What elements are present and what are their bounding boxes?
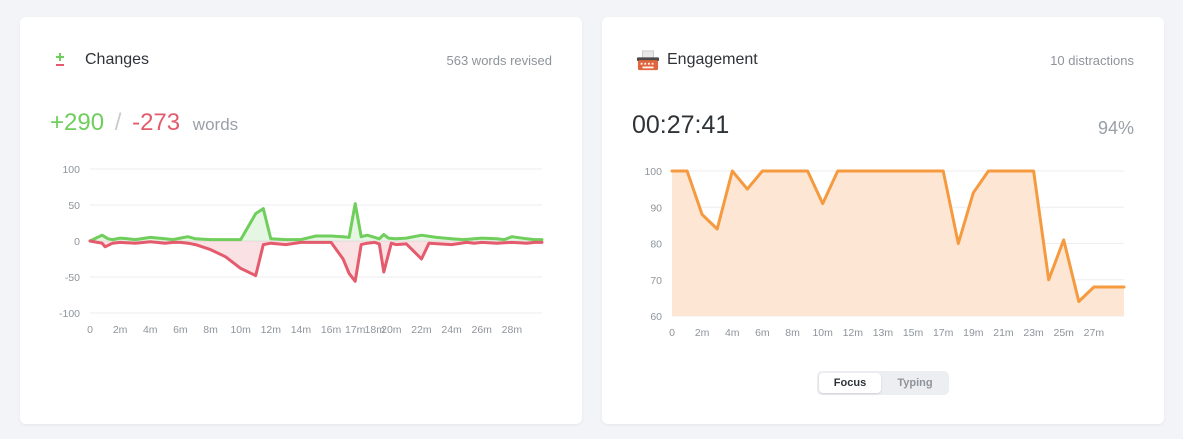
changes-y-tick-label: -100 [59, 308, 80, 320]
engagement-x-tick-label: 13m [873, 327, 894, 339]
changes-x-tick-label: 16m [321, 324, 342, 336]
engagement-y-tick-label: 100 [644, 166, 662, 178]
changes-y-tick-label: 100 [62, 164, 80, 176]
changes-x-tick-label: 4m [143, 324, 158, 336]
words-removed: -273 [132, 109, 181, 136]
changes-x-tick-label: 2m [113, 324, 128, 336]
engagement-chart: 100 90 80 70 60 0 2m 4m 6m 8m 10m 12m 13m 15m 17m 19m 21… [644, 166, 1126, 339]
summary-separator: / [114, 109, 122, 136]
changes-x-tick-label: 22m [411, 324, 432, 336]
words-revised-label: 563 words revised [446, 53, 553, 68]
engagement-x-tick-label: 19m [963, 327, 984, 339]
changes-y-tick-label: 0 [74, 236, 80, 248]
words-unit: words [192, 115, 239, 134]
engagement-x-tick-label: 10m [812, 327, 833, 339]
changes-x-tick-label: 28m [502, 324, 523, 336]
chart-mode-toggle: Focus Typing [817, 371, 949, 395]
distractions-label: 10 distractions [1050, 53, 1134, 68]
engagement-x-tick-label: 21m [993, 327, 1014, 339]
changes-x-tick-label: 0 [87, 324, 93, 336]
engagement-percent: 94% [1097, 118, 1134, 138]
removed-series-line [88, 239, 544, 283]
engagement-x-tick-label: 17m [933, 327, 954, 339]
typewriter-icon [637, 50, 659, 71]
word-change-summary: +290 / -273 words [50, 109, 238, 137]
changes-x-tick-label: 18m [365, 324, 386, 336]
added-series-line [88, 202, 544, 243]
changes-x-tick-label: 26m [472, 324, 493, 336]
engagement-x-tick-label: 4m [725, 327, 740, 339]
changes-x-tick-label: 12m [261, 324, 282, 336]
engagement-x-tick-label: 15m [903, 327, 924, 339]
changes-y-tick-label: -50 [65, 272, 80, 284]
engagement-x-tick-label: 6m [755, 327, 770, 339]
engagement-x-tick-label: 2m [695, 327, 710, 339]
changes-x-tick-label: 17m [345, 324, 366, 336]
changes-x-tick-label: 20m [381, 324, 402, 336]
changes-x-tick-label: 6m [173, 324, 188, 336]
engagement-x-tick-label: 8m [785, 327, 800, 339]
engagement-y-tick-label: 60 [650, 311, 662, 323]
engagement-y-tick-label: 90 [650, 202, 662, 214]
engagement-x-tick-label: 25m [1054, 327, 1075, 339]
changes-card: Changes 563 words revised +290 / -273 wo… [20, 17, 582, 424]
engagement-series-area [672, 171, 1124, 316]
changes-x-tick-label: 8m [203, 324, 218, 336]
changes-y-tick-label: 50 [68, 200, 80, 212]
changes-x-tick-label: 24m [441, 324, 462, 336]
engagement-title: Engagement [667, 51, 758, 68]
engagement-card: Engagement 10 distractions 00:27:41 94% … [602, 17, 1164, 424]
focus-toggle-button[interactable]: Focus [819, 373, 881, 393]
engagement-series-line [670, 169, 1126, 303]
changes-x-tick-label: 14m [291, 324, 312, 336]
engagement-y-tick-label: 80 [650, 239, 662, 251]
engagement-x-tick-label: 12m [843, 327, 864, 339]
changes-title: Changes [85, 51, 150, 68]
engagement-x-tick-label: 23m [1023, 327, 1044, 339]
typing-toggle-button[interactable]: Typing [897, 377, 933, 389]
changes-x-tick-label: 10m [230, 324, 251, 336]
removed-series-area [90, 241, 542, 282]
plus-minus-icon [56, 53, 64, 66]
engagement-x-tick-label: 27m [1084, 327, 1105, 339]
changes-chart: 100 50 0 -50 -100 0 2m 4m 6m 8m 10m 12m 14m 16m 17m 18m… [59, 164, 544, 336]
engagement-x-tick-label: 0 [669, 327, 675, 339]
engagement-y-tick-label: 70 [650, 275, 662, 287]
session-timer: 00:27:41 [632, 111, 730, 139]
words-added: +290 [50, 109, 105, 136]
